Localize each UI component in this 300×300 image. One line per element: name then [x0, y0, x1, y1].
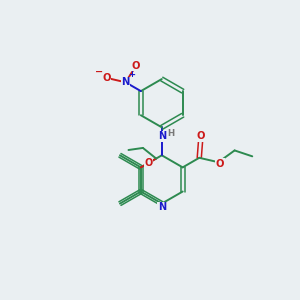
Text: O: O — [102, 73, 111, 83]
Text: O: O — [132, 61, 140, 71]
Text: +: + — [128, 70, 136, 80]
Text: N: N — [158, 202, 166, 212]
Text: N: N — [122, 77, 130, 87]
Text: N: N — [158, 131, 166, 141]
Text: −: − — [95, 66, 103, 76]
Text: O: O — [144, 158, 153, 168]
Text: H: H — [168, 129, 175, 138]
Text: O: O — [216, 159, 224, 169]
Text: O: O — [196, 131, 205, 141]
